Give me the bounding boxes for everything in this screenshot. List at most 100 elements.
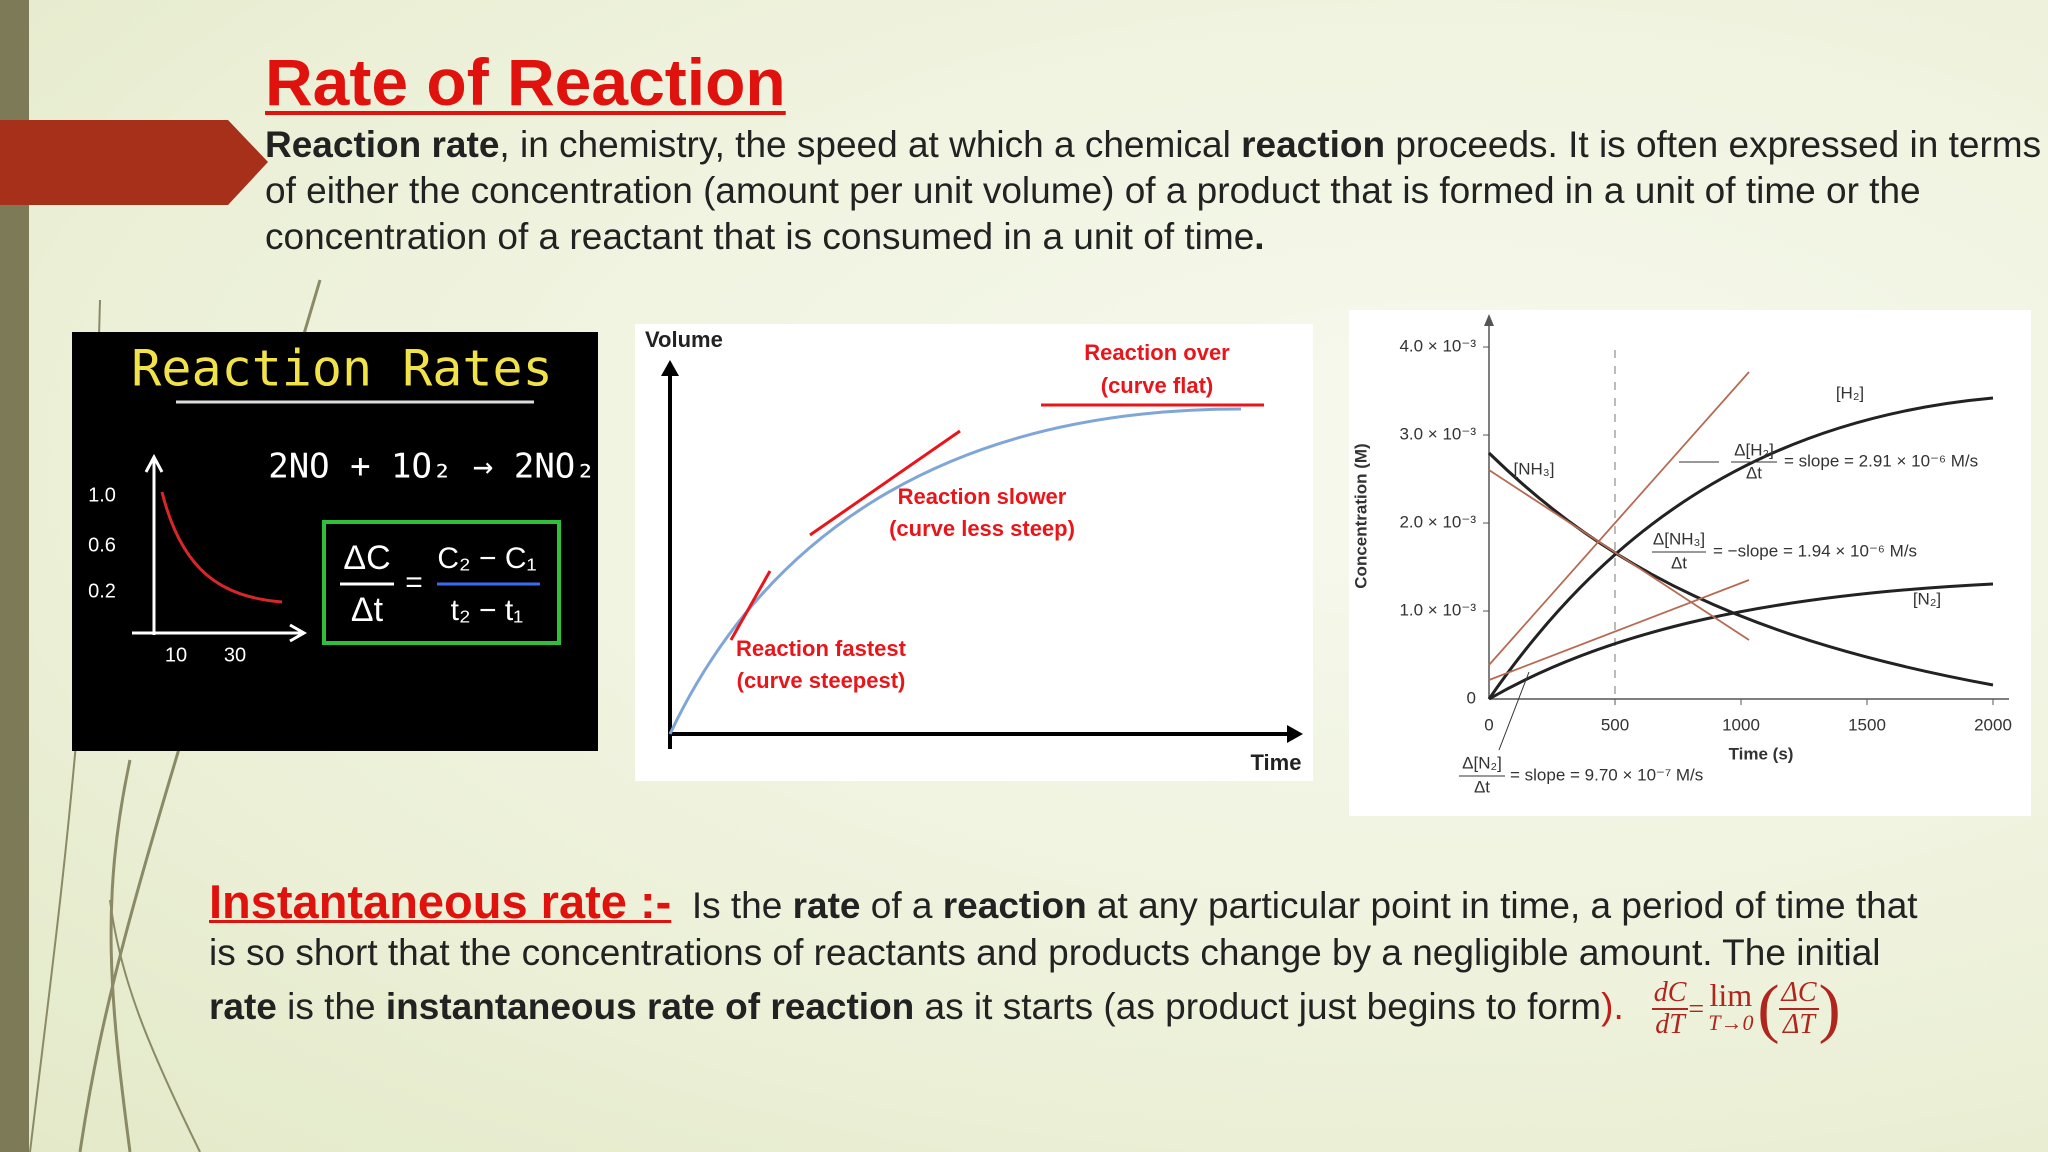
denominator: dT [1655,1009,1685,1040]
annotation: Reaction slower [898,484,1067,509]
formula-text: t₂ − t₁ [451,594,524,627]
heading: Instantaneous rate :- [209,875,672,928]
x-tick-label: 500 [1601,715,1629,734]
board-x-label: 30 [224,644,246,666]
tangent [729,570,772,641]
annotation: (curve less steep) [889,516,1075,541]
fraction: ΔC ΔT [1779,977,1819,1040]
curve-label: [N₂] [1913,589,1941,608]
bold-text: rate [792,885,861,926]
text: . [1254,216,1265,257]
y-axis-label: Concentration (M) [1351,443,1370,588]
y-axis-label: Volume [645,327,723,352]
bold-text: reaction [942,885,1087,926]
text: is the [276,985,386,1027]
denominator: ΔT [1783,1009,1816,1040]
y-tick-label: 3.0 × 10⁻³ [1399,424,1476,443]
arrowhead [1484,314,1494,326]
text: ). [1601,985,1624,1027]
paren: ) [1818,972,1841,1045]
x-axis-label: Time (s) [1729,744,1794,763]
text: of a [860,885,943,926]
board-x-label: 10 [165,644,187,666]
y-tick-label: 1.0 × 10⁻³ [1399,600,1476,619]
numerator: dC [1651,977,1689,1010]
x-tick-label: 1500 [1848,715,1886,734]
bold-text: reaction [1241,124,1386,165]
axis-arrows [144,453,308,643]
limit: lim T→0 [1708,977,1753,1037]
annotation: (curve flat) [1101,373,1213,398]
x-tick-label: 1000 [1722,715,1760,734]
bold-text: rate [209,985,277,1027]
red-arrow [0,120,268,205]
formula-text: ΔC [343,539,390,577]
curve [668,407,1242,735]
curve-label: [NH₃] [1514,459,1555,478]
y-tick-label: 2.0 × 10⁻³ [1399,512,1476,531]
board-title: Reaction Rates [131,340,552,398]
text: form [1527,985,1602,1027]
arrowhead [661,360,679,376]
board-equation: 2NO + 1O₂ → 2NO₂ [268,447,596,487]
y-tick-label: 4.0 × 10⁻³ [1399,336,1476,355]
volume-figure: Volume Time Reaction over (curve flat) R… [635,324,1313,781]
lim: lim [1709,977,1753,1013]
x-axis-label: Time [1251,750,1302,775]
curve [1487,396,1994,700]
y-tick-label: 0 [1467,688,1476,707]
figure-bg [635,324,1313,781]
bold-text: instantaneous rate of reaction [385,985,915,1027]
slope-label: Δ[N₂] [1462,753,1502,772]
curve [160,491,283,604]
annotation: Reaction fastest [736,636,907,661]
board-y-label: 0.2 [88,580,116,602]
annotation: Reaction over [1084,340,1230,365]
formula-text: Δt [351,591,384,629]
text: at any particular point in time, a perio… [209,885,1918,973]
slope-label: = slope = 9.70 × 10⁻⁷ M/s [1510,765,1703,784]
board-y-label: 1.0 [88,484,116,506]
slope-label: Δt [1474,777,1490,796]
leader-line [1498,671,1530,751]
tick-marks [1483,346,1994,705]
formula-text: = [405,566,423,599]
board-figure: Reaction Rates 2NO + 1O₂ → 2NO₂ 1.0 0.6 … [72,332,598,751]
text: Is the [691,885,793,926]
slope-label: Δt [1671,553,1687,572]
intro-paragraph: Reaction rate, in chemistry, the speed a… [265,122,2045,260]
decor-line [109,759,132,1152]
bold-text: Reaction rate [265,124,500,165]
board-y-label: 0.6 [88,534,116,556]
formula-box [322,520,561,645]
text: proceeds. It is often expressed in terms… [265,124,2042,257]
x-tick-label: 0 [1484,715,1493,734]
concentration-figure: 4.0 × 10⁻³ 3.0 × 10⁻³ 2.0 × 10⁻³ 1.0 × 1… [1349,310,2031,816]
fraction: dC dT [1651,977,1689,1040]
decor-line [109,899,201,1152]
title: Rate of Reaction [265,45,786,119]
curve [1488,582,1994,701]
instantaneous-paragraph: Instantaneous rate :- Is the rate of a r… [209,878,1929,1042]
slope-label: = slope = 2.91 × 10⁻⁶ M/s [1784,451,1978,470]
slope-label: = −slope = 1.94 × 10⁻⁶ M/s [1713,541,1917,560]
formula-text: C₂ − C₁ [437,542,536,575]
x-tick-label: 2000 [1974,715,2012,734]
annotation: (curve steepest) [737,668,906,693]
tangent-lines [1488,371,1750,681]
curve [1487,451,1994,687]
slope-label: Δ[H₂] [1734,440,1774,459]
paren: ( [1757,972,1780,1045]
text: , in chemistry, the speed at which a che… [499,124,1242,165]
curve-label: [H₂] [1836,383,1864,402]
equals: = [1688,993,1705,1025]
formula: dC dT = lim T→0(ΔC ΔT) [1651,972,1841,1045]
tangent [809,429,961,537]
text: as it starts (as product just begins to [914,985,1528,1027]
slope-label: Δt [1746,463,1762,482]
numerator: ΔC [1779,977,1819,1010]
slope-label: Δ[NH₃] [1653,529,1705,548]
arrowhead [1287,725,1303,743]
